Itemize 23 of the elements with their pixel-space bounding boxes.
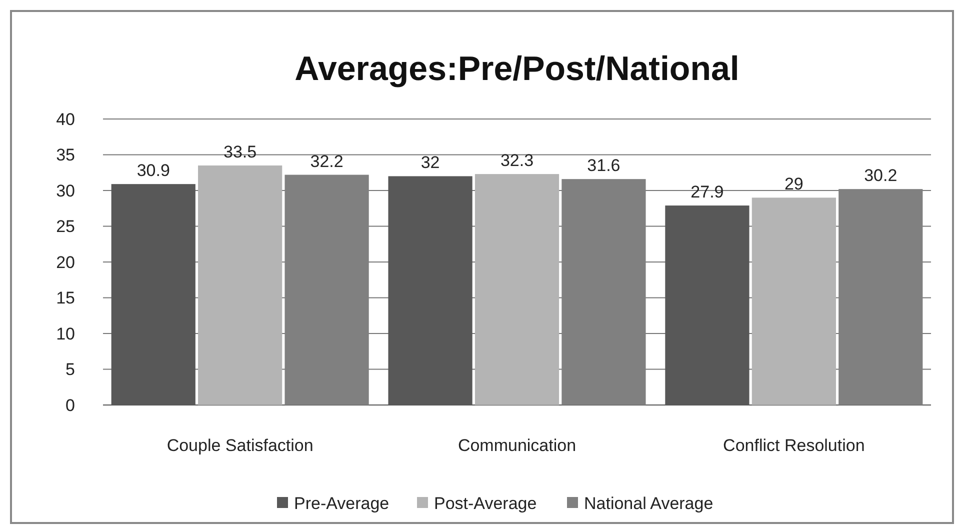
- y-tick-label: 0: [66, 396, 75, 415]
- data-label: 31.6: [587, 156, 620, 176]
- y-tick-label: 20: [56, 252, 75, 272]
- y-tick-label: 30: [56, 181, 75, 200]
- legend-label: Post-Average: [434, 494, 537, 513]
- y-tick-label: 15: [56, 288, 75, 308]
- y-tick-label: 10: [56, 324, 75, 344]
- y-tick-label: 40: [56, 110, 75, 129]
- chart-title: Averages:Pre/Post/National: [294, 50, 740, 88]
- legend-label: National Average: [584, 494, 714, 513]
- legend-label: Pre-Average: [294, 494, 390, 513]
- y-tick-label: 5: [66, 360, 75, 380]
- data-label: 30.2: [864, 166, 898, 186]
- data-label: 32: [420, 153, 440, 172]
- y-tick-label: 25: [56, 217, 75, 236]
- x-tick-label: Communication: [458, 436, 576, 455]
- x-tick-label: Couple Satisfaction: [166, 436, 314, 455]
- data-label: 30.9: [136, 161, 170, 180]
- x-tick-label: Conflict Resolution: [723, 436, 865, 455]
- data-label: 32.3: [500, 151, 534, 170]
- y-tick-label: 35: [56, 146, 75, 165]
- data-label: 29: [784, 174, 804, 194]
- data-label: 32.2: [310, 152, 344, 171]
